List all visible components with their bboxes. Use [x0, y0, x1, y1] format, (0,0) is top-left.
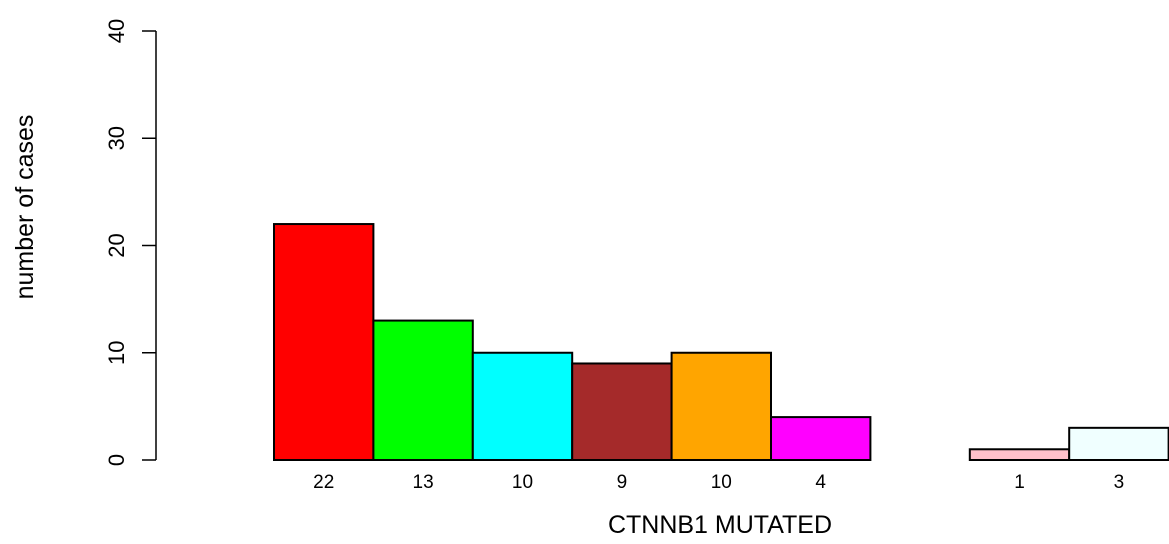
y-tick-label: 10 [104, 341, 129, 365]
y-tick-label: 0 [104, 454, 129, 466]
bar [372, 319, 474, 462]
y-tick-label: 20 [104, 233, 129, 257]
bar [968, 448, 1071, 461]
x-category-label: 10 [711, 472, 732, 493]
bar [1068, 426, 1169, 462]
bars [273, 223, 1169, 462]
y-tick-label: 30 [104, 126, 129, 150]
bar [770, 416, 872, 462]
bar [670, 351, 772, 461]
bar [471, 351, 574, 461]
y-axis: 0 10 20 30 40 [104, 19, 157, 466]
y-tick-label: 40 [104, 19, 129, 43]
x-category-label: 13 [413, 472, 434, 493]
y-axis-title: number of cases [11, 115, 39, 300]
bar [571, 362, 673, 462]
x-axis-title: CTNNB1 MUTATED [608, 511, 832, 539]
x-category-label: 4 [815, 472, 826, 493]
x-axis-category-labels: 22 13 10 9 10 4 1 3 [313, 472, 1124, 493]
x-category-label: 22 [313, 472, 334, 493]
x-category-label: 9 [617, 472, 628, 493]
x-category-label: 10 [512, 472, 533, 493]
x-category-label: 1 [1014, 472, 1025, 493]
x-category-label: 3 [1114, 472, 1125, 493]
bar [273, 223, 375, 461]
